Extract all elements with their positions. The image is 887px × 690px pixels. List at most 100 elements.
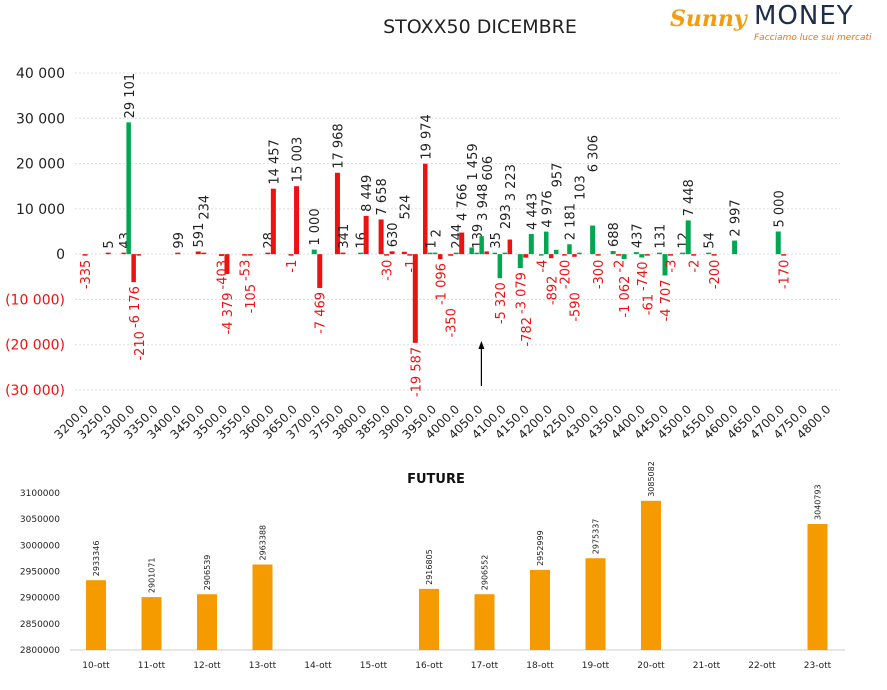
y-tick-label: (20 000)	[5, 338, 65, 354]
data-label: 3 948	[476, 184, 491, 221]
data-label: -2	[613, 260, 628, 273]
y-tick-label: 40 000	[16, 66, 65, 82]
chart-title: STOXX50 DICEMBRE	[383, 16, 577, 38]
x-tick-label: 19-ott	[582, 661, 610, 671]
bar	[448, 254, 454, 256]
bar	[633, 252, 639, 255]
bar	[358, 252, 364, 255]
data-label: -3	[665, 260, 680, 273]
bar	[419, 588, 439, 650]
data-label: 7 658	[375, 178, 390, 215]
data-label: -170	[778, 260, 793, 290]
bar	[294, 186, 300, 255]
data-label: -5 320	[494, 282, 509, 324]
x-tick-label: 18-ott	[526, 661, 554, 671]
bar	[775, 231, 781, 255]
bar	[711, 254, 717, 256]
data-label: 6 306	[587, 135, 602, 172]
data-label: 524	[398, 195, 413, 220]
data-label: 4 766	[456, 184, 471, 221]
data-label: -210	[133, 331, 148, 361]
bar	[502, 252, 508, 255]
data-label: -1 096	[435, 263, 450, 305]
logo-money: MONEY	[754, 1, 854, 31]
x-tick-label: 21-ott	[693, 661, 721, 671]
bar	[224, 254, 230, 274]
bar	[595, 254, 601, 256]
data-label: -2	[688, 260, 703, 273]
data-label: -61	[641, 294, 656, 315]
data-label: 103	[574, 175, 589, 200]
data-label: 15 003	[291, 137, 306, 183]
bar	[428, 252, 433, 255]
data-label: -3 079	[514, 272, 529, 314]
y-tick-label: 10 000	[16, 202, 65, 218]
bar	[401, 251, 407, 255]
bar	[252, 564, 273, 650]
data-label: 1	[425, 240, 440, 248]
bar	[706, 252, 712, 255]
bar	[644, 254, 650, 256]
arrow-head-icon	[478, 341, 485, 349]
bar	[389, 251, 395, 255]
data-label: 630	[386, 222, 401, 247]
data-label: 2916805	[425, 549, 434, 585]
data-label: 4 443	[525, 193, 540, 230]
data-label: 437	[630, 223, 645, 248]
bar	[530, 569, 550, 650]
x-tick-label: 22-ott	[748, 661, 776, 671]
data-label: 17 968	[331, 123, 346, 169]
bar	[691, 254, 697, 256]
bar	[242, 254, 248, 256]
x-tick-label: 13-ott	[249, 661, 277, 671]
data-label: -7 469	[314, 292, 329, 334]
bar	[438, 254, 443, 260]
bar	[523, 254, 529, 258]
data-label: -782	[520, 317, 535, 347]
data-label: -30	[381, 260, 396, 281]
bar	[197, 594, 217, 650]
y-tick-label: 20 000	[16, 157, 65, 173]
data-label: 2901071	[148, 557, 157, 593]
data-label: 2 181	[564, 203, 579, 240]
bar	[131, 254, 136, 283]
data-label: 688	[607, 222, 622, 247]
y-tick-label: 0	[56, 247, 65, 263]
bar	[126, 122, 131, 255]
bar	[572, 254, 577, 257]
x-tick-label: 17-ott	[471, 661, 499, 671]
data-label: 3 223	[504, 164, 519, 201]
data-label: 3040793	[814, 484, 823, 520]
bar	[621, 254, 627, 259]
x-tick-label: 15-ott	[360, 661, 388, 671]
data-label: -105	[244, 284, 259, 314]
data-label: 99	[172, 232, 187, 249]
data-label: 14 457	[267, 139, 282, 185]
logo-tagline: Facciamo luce sui mercati	[754, 33, 872, 43]
data-label: 35	[489, 232, 504, 249]
y-tick-label: 30 000	[16, 111, 65, 127]
bar	[218, 254, 224, 256]
x-tick-label: 20-ott	[637, 661, 665, 671]
data-label: 5 000	[772, 190, 787, 227]
data-label: 293	[499, 204, 514, 229]
bar	[484, 251, 489, 255]
bar	[175, 252, 181, 255]
data-label: 2	[430, 229, 445, 237]
bar	[657, 252, 662, 255]
bar	[433, 252, 438, 255]
y-tick-label: 3000000	[20, 541, 60, 551]
x-tick-label: 16-ott	[415, 661, 443, 671]
data-label: -892	[546, 276, 561, 306]
bar	[136, 254, 141, 256]
bar	[639, 254, 645, 258]
data-label: -335	[79, 260, 94, 290]
bar	[668, 254, 673, 256]
bar	[567, 244, 572, 255]
data-label: 2933346	[92, 541, 101, 577]
x-tick-label: 23-ott	[804, 661, 832, 671]
bar	[474, 594, 495, 650]
y-tick-label: (10 000)	[5, 292, 65, 308]
bar	[492, 252, 498, 255]
